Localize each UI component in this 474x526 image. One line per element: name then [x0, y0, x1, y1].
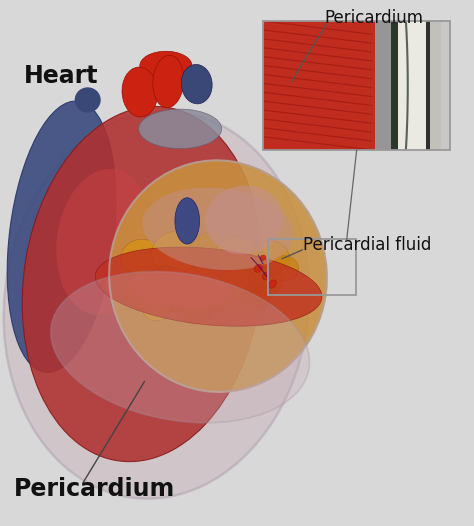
Bar	[263, 21, 450, 150]
Bar	[263, 21, 450, 150]
Ellipse shape	[7, 101, 116, 372]
Ellipse shape	[109, 160, 327, 392]
Text: Heart: Heart	[24, 64, 98, 88]
Text: Pericardium: Pericardium	[14, 477, 175, 501]
Ellipse shape	[56, 169, 152, 315]
Ellipse shape	[152, 231, 199, 274]
Ellipse shape	[161, 281, 199, 313]
Ellipse shape	[51, 271, 310, 423]
Ellipse shape	[181, 65, 212, 104]
Ellipse shape	[121, 239, 164, 276]
Ellipse shape	[242, 284, 270, 310]
Ellipse shape	[138, 109, 221, 149]
Ellipse shape	[75, 87, 100, 113]
Ellipse shape	[178, 267, 220, 301]
Ellipse shape	[218, 268, 256, 300]
Bar	[268, 239, 356, 295]
Ellipse shape	[22, 106, 262, 462]
Bar	[375, 21, 392, 150]
Ellipse shape	[128, 270, 232, 308]
Ellipse shape	[178, 297, 211, 324]
Ellipse shape	[190, 232, 228, 267]
Ellipse shape	[4, 112, 309, 499]
Ellipse shape	[142, 188, 294, 270]
Ellipse shape	[205, 186, 283, 254]
Ellipse shape	[95, 247, 322, 326]
Ellipse shape	[126, 280, 159, 309]
Ellipse shape	[251, 241, 289, 275]
Ellipse shape	[175, 198, 200, 244]
Ellipse shape	[201, 283, 235, 311]
Ellipse shape	[270, 256, 299, 281]
Ellipse shape	[153, 55, 184, 108]
Bar	[399, 21, 426, 150]
Bar	[263, 21, 375, 150]
Ellipse shape	[147, 266, 185, 297]
Text: Pericardial fluid: Pericardial fluid	[303, 236, 432, 254]
Bar	[392, 21, 399, 150]
Ellipse shape	[140, 52, 192, 80]
Ellipse shape	[263, 272, 268, 280]
Ellipse shape	[142, 295, 171, 321]
Ellipse shape	[260, 255, 266, 260]
Ellipse shape	[249, 267, 282, 296]
Bar	[426, 21, 430, 150]
Ellipse shape	[254, 264, 263, 272]
Ellipse shape	[216, 237, 258, 274]
Bar	[430, 21, 441, 150]
Ellipse shape	[122, 67, 158, 117]
Text: Pericardium: Pericardium	[325, 9, 424, 27]
Ellipse shape	[269, 280, 276, 288]
